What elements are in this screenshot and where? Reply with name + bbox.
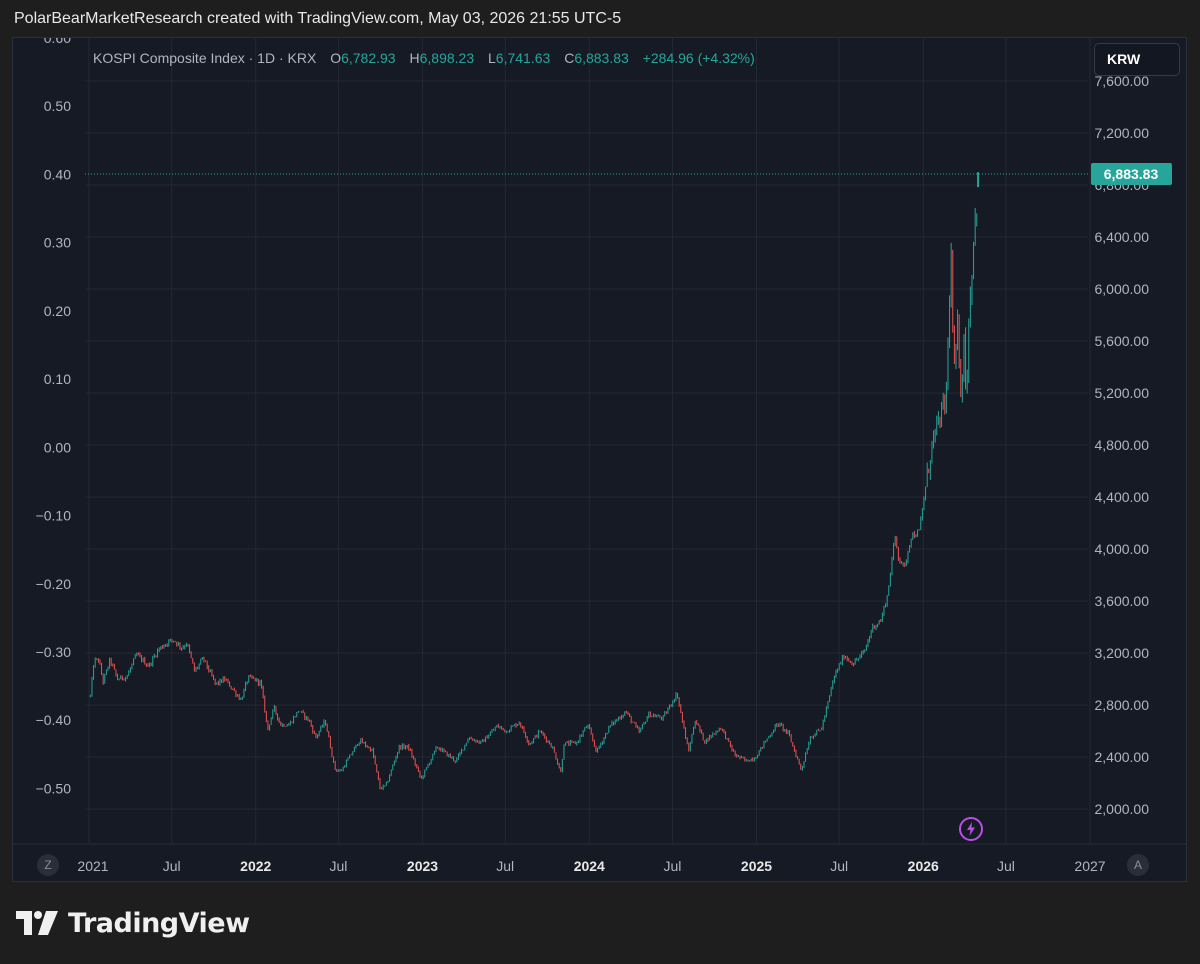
- right-tick-label: 2,800.00: [1095, 697, 1150, 713]
- log-scale-toggle[interactable]: Z: [37, 854, 59, 876]
- currency-button[interactable]: KRW: [1094, 43, 1180, 76]
- left-tick-label: −0.10: [36, 508, 72, 524]
- left-tick-label: 0.30: [44, 235, 71, 251]
- close-label: C: [564, 50, 575, 66]
- auto-scale-toggle[interactable]: A: [1127, 854, 1149, 876]
- brand-wordmark: TradingView: [68, 907, 250, 939]
- time-tick-label: Jul: [997, 858, 1015, 874]
- tradingview-logo[interactable]: TradingView: [16, 905, 250, 941]
- right-tick-label: 6,000.00: [1095, 281, 1150, 297]
- price-chart[interactable]: 0.60 0.50 0.40 0.30 0.20 0.10 0.00 −0.10 −0.20 −0…: [13, 38, 1187, 882]
- symbol-name: KOSPI Composite Index · 1D · KRX: [93, 50, 317, 66]
- time-tick-label: Jul: [163, 858, 181, 874]
- right-tick-label: 3,200.00: [1095, 645, 1150, 661]
- grid-lines: [13, 38, 1186, 845]
- time-tick-label: 2025: [741, 858, 772, 874]
- right-tick-label: 6,400.00: [1095, 229, 1150, 245]
- left-tick-label: 0.50: [44, 98, 71, 114]
- right-tick-label: 7,600.00: [1095, 73, 1150, 89]
- last-price-badge: [1091, 163, 1172, 186]
- left-tick-label: −0.30: [36, 644, 72, 660]
- right-tick-label: 4,000.00: [1095, 541, 1150, 557]
- right-tick-label: 2,400.00: [1095, 749, 1150, 765]
- left-tick-label: −0.50: [36, 780, 72, 796]
- open-label: O: [330, 50, 342, 66]
- time-tick-label: 2027: [1074, 858, 1105, 874]
- left-tick-label: 0.00: [44, 439, 71, 455]
- right-tick-label: 3,600.00: [1095, 593, 1150, 609]
- time-tick-label: 2022: [240, 858, 271, 874]
- lightning-icon[interactable]: [959, 817, 983, 841]
- chart-caption: PolarBearMarketResearch created with Tra…: [14, 10, 622, 27]
- time-tick-label: 2026: [908, 858, 939, 874]
- close-value: 6,883.83: [574, 50, 629, 66]
- change-value: +284.96 (+4.32%): [642, 50, 755, 66]
- last-price-text: 6,883.83: [1104, 166, 1159, 182]
- low-label: L: [488, 50, 496, 66]
- right-tick-label: 4,800.00: [1095, 437, 1150, 453]
- left-tick-label: 0.10: [44, 371, 71, 387]
- symbol-legend[interactable]: KOSPI Composite Index · 1D · KRX O6,782.…: [93, 50, 755, 66]
- chart-panel[interactable]: 0.60 0.50 0.40 0.30 0.20 0.10 0.00 −0.10 −0.20 −0…: [12, 37, 1187, 882]
- time-tick-label: 2021: [77, 858, 108, 874]
- time-tick-label: Jul: [663, 858, 681, 874]
- time-axis: Jul 2022 Jul 2023 Jul 2024 Jul 2025 Jul 2026 Jul 20…: [13, 848, 1106, 881]
- time-tick-label: 2024: [574, 858, 605, 874]
- right-tick-label: 5,200.00: [1095, 385, 1150, 401]
- left-axis: 0.60 0.50 0.40 0.30 0.20 0.10 0.00 −0.10 −0.20 −0…: [36, 38, 72, 796]
- right-axis: 2,000.00 2,400.00 2,800.00 3,200.00 3,600.00…: [1095, 73, 1150, 817]
- left-tick-label: 0.40: [44, 166, 71, 182]
- left-tick-label: −0.40: [36, 712, 72, 728]
- time-tick-label: Jul: [830, 858, 848, 874]
- last-price-tag: 6,883.83: [1091, 163, 1172, 186]
- high-label: H: [409, 50, 420, 66]
- time-tick-label: Jul: [496, 858, 514, 874]
- low-value: 6,741.63: [495, 50, 551, 66]
- left-tick-label: 0.20: [44, 303, 71, 319]
- left-tick-label: −0.20: [36, 576, 72, 592]
- right-tick-label: 2,000.00: [1095, 801, 1150, 817]
- right-tick-label: 7,200.00: [1095, 125, 1150, 141]
- right-tick-label: 5,600.00: [1095, 333, 1150, 349]
- right-tick-label: 4,400.00: [1095, 489, 1150, 505]
- open-value: 6,782.93: [341, 50, 396, 66]
- left-tick-label: 0.60: [44, 38, 71, 46]
- tradingview-logo-icon: [16, 911, 58, 935]
- time-tick-label: 2023: [407, 858, 438, 874]
- time-tick-label: Jul: [329, 858, 347, 874]
- candle-series: [89, 172, 980, 791]
- high-value: 6,898.23: [419, 50, 475, 66]
